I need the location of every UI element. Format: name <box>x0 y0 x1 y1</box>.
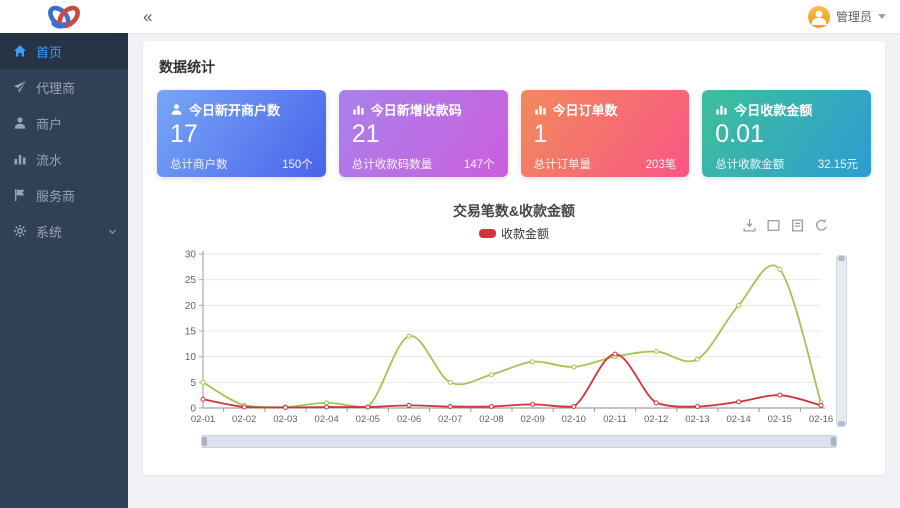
card-footer-label: 总计订单量 <box>533 158 592 171</box>
chart-toolbox <box>742 218 829 233</box>
gear-icon <box>13 224 27 238</box>
datazoom-horizontal-slider[interactable] <box>201 435 837 448</box>
svg-text:02-04: 02-04 <box>314 414 338 425</box>
slider-handle-right[interactable] <box>831 437 836 446</box>
card-footer-value: 203笔 <box>645 158 677 171</box>
legend-item[interactable]: 收款金额 <box>478 225 549 242</box>
sidebar-item-label: 服务商 <box>36 188 76 204</box>
chart-title: 交易笔数&收款金额 <box>452 203 576 219</box>
bar-chart-icon <box>13 152 27 166</box>
svg-text:02-15: 02-15 <box>768 414 792 425</box>
bar-chart-icon <box>534 103 547 116</box>
svg-text:02-03: 02-03 <box>273 414 297 425</box>
svg-text:02-10: 02-10 <box>562 414 586 425</box>
svg-text:25: 25 <box>185 275 197 286</box>
slider-handle-left[interactable] <box>202 437 207 446</box>
sidebar-item-agent[interactable]: 代理商 <box>0 69 128 105</box>
sidebar-item-label: 系统 <box>36 224 63 240</box>
stat-cards-row: 今日新开商户数 17 总计商户数 150个 今日新增收款码 21 总计收款码数量 147个 今日… <box>157 90 871 177</box>
bar-chart-icon <box>715 103 728 116</box>
svg-text:02-07: 02-07 <box>438 414 462 425</box>
card-title: 今日收款金额 <box>734 103 813 118</box>
svg-text:02-12: 02-12 <box>644 414 668 425</box>
svg-text:02-11: 02-11 <box>603 414 627 425</box>
legend-label: 收款金额 <box>500 227 549 241</box>
svg-text:0: 0 <box>190 404 196 415</box>
heart-logo-icon <box>48 5 80 28</box>
svg-text:02-06: 02-06 <box>397 414 421 425</box>
card-footer-label: 总计收款码数量 <box>351 158 433 171</box>
card-footer-label: 总计收款金额 <box>715 158 785 171</box>
svg-text:02-02: 02-02 <box>232 414 256 425</box>
sidebar-item-label: 流水 <box>36 152 63 168</box>
card-footer-value: 32.15元 <box>817 158 858 171</box>
flag-icon <box>13 188 27 202</box>
app-logo <box>0 0 128 33</box>
svg-text:02-01: 02-01 <box>191 414 215 425</box>
user-icon <box>170 103 183 116</box>
sidebar-item-label: 首页 <box>36 44 63 60</box>
svg-text:10: 10 <box>185 352 197 363</box>
home-icon <box>13 44 27 58</box>
person-icon <box>811 10 827 25</box>
user-menu[interactable]: 管理员 <box>807 0 886 33</box>
svg-text:02-09: 02-09 <box>520 414 544 425</box>
stat-card-orders: 今日订单数 1 总计订单量 203笔 <box>520 90 690 177</box>
username: 管理员 <box>835 10 872 24</box>
stat-card-amount: 今日收款金额 0.01 总计收款金额 32.15元 <box>702 90 871 177</box>
datazoom-vertical-slider[interactable] <box>836 255 847 427</box>
svg-text:20: 20 <box>185 301 197 312</box>
section-title: 数据统计 <box>159 59 215 75</box>
save-image-icon[interactable] <box>742 218 757 233</box>
sidebar-item-transactions[interactable]: 流水 <box>0 141 128 177</box>
svg-text:15: 15 <box>185 327 197 338</box>
card-value: 1 <box>533 120 548 148</box>
stats-panel: 数据统计 今日新开商户数 17 总计商户数 150个 今日新增收款码 21 总计收款码数量 1… <box>143 41 885 475</box>
legend-marker <box>478 229 496 238</box>
chart-legend: 收款金额 <box>157 225 871 242</box>
card-footer-value: 150个 <box>282 158 313 171</box>
svg-text:02-08: 02-08 <box>479 414 503 425</box>
slider-handle-top[interactable] <box>838 256 845 261</box>
stat-card-new-merchants: 今日新开商户数 17 总计商户数 150个 <box>157 90 326 177</box>
svg-text:02-14: 02-14 <box>726 414 750 425</box>
chart-block: 交易笔数&收款金额 收款金额 0 5 10 15 20 25 30 02-01 02-02 02-… <box>157 201 871 448</box>
stat-card-new-qrcodes: 今日新增收款码 21 总计收款码数量 147个 <box>338 90 508 177</box>
user-icon <box>13 116 27 130</box>
card-value: 21 <box>351 120 380 148</box>
avatar <box>807 5 830 28</box>
svg-text:02-13: 02-13 <box>685 414 709 425</box>
slider-handle-bottom[interactable] <box>838 421 845 426</box>
bar-chart-icon <box>352 103 365 116</box>
sidebar-menu: 首页代理商商户流水服务商系统 <box>0 33 128 249</box>
restore-icon[interactable] <box>814 218 829 233</box>
sidebar-item-label: 代理商 <box>36 80 76 96</box>
card-title: 今日新开商户数 <box>189 103 281 118</box>
card-footer-label: 总计商户数 <box>170 158 228 171</box>
svg-text:02-16: 02-16 <box>809 414 833 425</box>
main-content: 数据统计 今日新开商户数 17 总计商户数 150个 今日新增收款码 21 总计收款码数量 1… <box>128 33 900 508</box>
caret-down-icon <box>878 14 886 19</box>
card-title: 今日订单数 <box>552 103 618 118</box>
card-value: 0.01 <box>715 120 764 148</box>
data-view-icon[interactable] <box>790 218 805 233</box>
sidebar-item-home[interactable]: 首页 <box>0 33 128 69</box>
header: « 管理员 <box>0 0 900 33</box>
sidebar-item-merchant[interactable]: 商户 <box>0 105 128 141</box>
card-value: 17 <box>170 120 198 148</box>
line-chart-svg: 0 5 10 15 20 25 30 02-01 02-02 02-03 02-04 02-05 02-… <box>185 250 833 426</box>
svg-text:30: 30 <box>185 250 197 261</box>
svg-text:02-05: 02-05 <box>356 414 380 425</box>
svg-text:5: 5 <box>190 378 196 389</box>
card-footer-value: 147个 <box>463 158 495 171</box>
sidebar-item-label: 商户 <box>36 116 63 132</box>
sidebar: 首页代理商商户流水服务商系统 <box>0 33 128 508</box>
send-icon <box>13 80 27 94</box>
card-title: 今日新增收款码 <box>370 103 462 118</box>
sidebar-collapse-button[interactable]: « <box>143 7 153 26</box>
sidebar-item-service-provider[interactable]: 服务商 <box>0 177 128 213</box>
chevron-down-icon <box>107 226 118 237</box>
sidebar-item-system[interactable]: 系统 <box>0 213 128 249</box>
data-zoom-icon[interactable] <box>766 218 781 233</box>
